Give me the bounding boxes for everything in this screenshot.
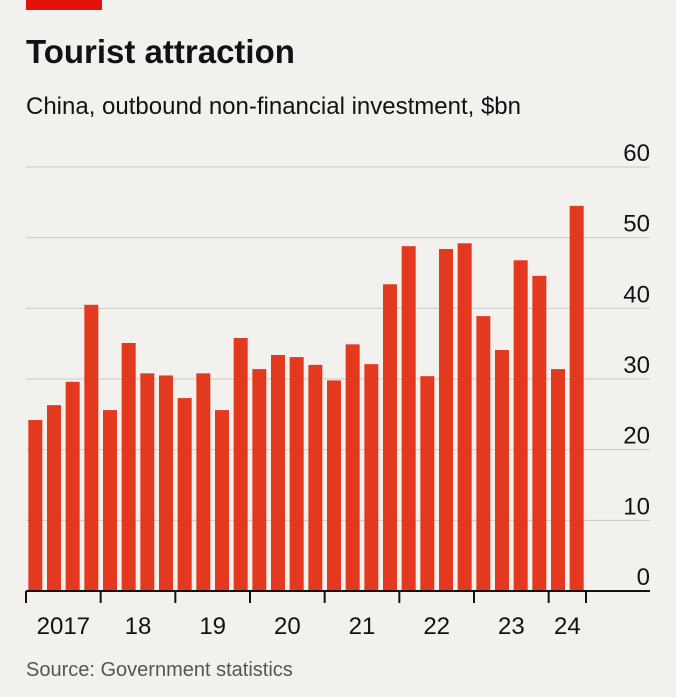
x-tick-label: 23 (498, 613, 525, 640)
bar (513, 260, 528, 591)
bar (569, 205, 584, 591)
bar (271, 354, 285, 591)
bar (65, 381, 80, 591)
bar (439, 248, 453, 591)
bar (140, 373, 155, 591)
bar (551, 369, 565, 591)
bar (364, 364, 379, 591)
y-tick-label: 50 (623, 211, 650, 238)
y-tick-label: 0 (637, 564, 650, 591)
bar (532, 275, 547, 591)
bar (401, 246, 416, 591)
brand-bar (26, 0, 102, 10)
bar (103, 410, 117, 591)
x-tick-label: 19 (199, 613, 226, 640)
y-tick-label: 30 (623, 352, 650, 379)
bar (457, 243, 472, 591)
bar (177, 398, 192, 591)
bar (476, 316, 491, 591)
bar (495, 350, 509, 591)
bar (196, 373, 211, 591)
bar (327, 380, 341, 591)
bar (28, 419, 43, 591)
bar (252, 369, 267, 591)
x-tick-label: 20 (274, 613, 301, 640)
chart-subtitle: China, outbound non-financial investment… (26, 93, 521, 120)
x-tick-label: 2017 (37, 613, 90, 640)
chart-title: Tourist attraction (26, 33, 295, 70)
y-tick-label: 60 (623, 140, 650, 167)
bar (233, 338, 248, 591)
bar (84, 304, 99, 591)
y-tick-label: 20 (623, 423, 650, 450)
bar (159, 375, 173, 591)
bar (289, 357, 304, 591)
y-tick-label: 40 (623, 281, 650, 308)
bar (308, 364, 323, 591)
y-tick-label: 10 (623, 493, 650, 520)
x-tick-label: 21 (349, 613, 376, 640)
x-tick-label: 18 (125, 613, 152, 640)
bar (420, 376, 435, 591)
bar (47, 405, 61, 591)
bar (121, 342, 136, 591)
bar (383, 284, 397, 591)
source: Source: Government statistics (26, 659, 293, 681)
bar (345, 344, 360, 591)
x-tick-label: 22 (423, 613, 450, 640)
bar (215, 410, 229, 591)
x-tick-label: 24 (554, 613, 581, 640)
